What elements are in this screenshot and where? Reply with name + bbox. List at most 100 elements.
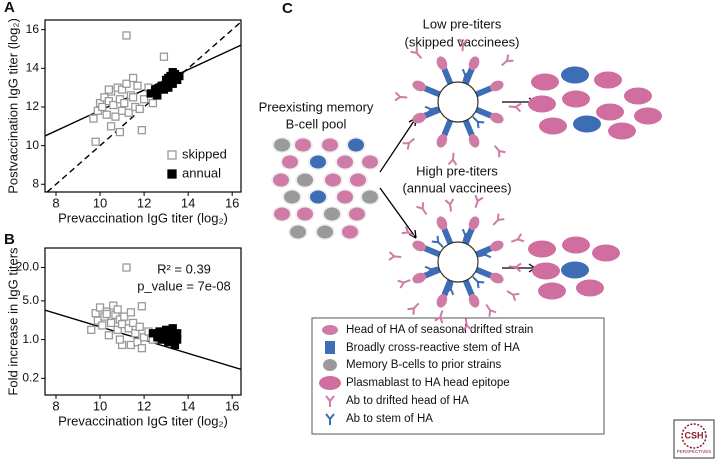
- memory-cell: [324, 207, 340, 221]
- ha-head: [468, 294, 480, 308]
- head-antibody: [447, 152, 458, 166]
- plasmablast: [594, 71, 622, 89]
- head-antibody: [458, 38, 469, 52]
- plasmablast: [562, 236, 590, 254]
- point: [153, 91, 162, 100]
- head-antibody: [401, 226, 415, 237]
- ha-head: [436, 294, 448, 308]
- ha-head: [468, 216, 480, 230]
- point: [131, 329, 140, 338]
- head-antibody: [402, 137, 415, 150]
- point: [122, 263, 131, 272]
- ha-stem: [473, 245, 493, 258]
- legend-label: annual: [182, 165, 221, 180]
- virion-core: [437, 81, 479, 123]
- y-tick-label: 1.0: [22, 332, 39, 346]
- y-axis-label: Postvaccination IgG titer (log₂): [5, 18, 20, 194]
- plasmablast: [596, 103, 624, 121]
- point: [128, 93, 138, 102]
- memory-cell: [349, 207, 365, 221]
- pool-label: Preexisting memory: [259, 99, 374, 114]
- legend-swatches: [319, 325, 341, 425]
- x-tick-label: 12: [137, 398, 151, 413]
- memory-cell: [284, 190, 300, 204]
- head-antibody: [508, 102, 522, 113]
- head-antibody: [388, 251, 402, 261]
- panel-label: C: [282, 0, 293, 17]
- plot-frame: [44, 247, 242, 396]
- point: [106, 318, 116, 328]
- memory-cell: [362, 190, 378, 204]
- high-label: High pre-titers: [416, 163, 498, 178]
- point: [124, 108, 133, 117]
- plasmablast: [538, 282, 566, 300]
- head-antibody: [410, 46, 423, 59]
- head-antibody: [394, 91, 408, 102]
- plasmablast: [573, 115, 601, 133]
- point: [128, 318, 138, 328]
- legend-label: Ab to stem of HA: [346, 413, 433, 425]
- ha-head: [412, 272, 426, 284]
- point: [91, 137, 100, 146]
- point: [117, 106, 127, 115]
- y-tick-label: 0.2: [22, 370, 39, 384]
- x-axis-label: Prevaccination IgG titer (log₂): [58, 413, 228, 428]
- head-antibody: [444, 198, 455, 212]
- point: [122, 31, 131, 40]
- point: [95, 303, 105, 312]
- point: [139, 333, 149, 342]
- y-tick-label: 20.0: [16, 260, 40, 274]
- point: [109, 100, 118, 110]
- pool-label: B-cell pool: [286, 116, 347, 131]
- x-tick-label: 12: [137, 195, 151, 210]
- point: [113, 325, 122, 334]
- plasmablast: [539, 117, 567, 135]
- x-tick-label: 8: [52, 398, 59, 413]
- virion-core: [437, 241, 479, 283]
- point: [120, 98, 129, 108]
- stem-antibody: [472, 276, 485, 289]
- memory-cell: [274, 207, 290, 221]
- y-tick-label: 14: [26, 60, 40, 74]
- stem-antibody: [478, 249, 492, 259]
- legend-label: skipped: [182, 146, 227, 161]
- ha-stem: [423, 106, 443, 119]
- point: [161, 333, 171, 342]
- memory-cell: [325, 173, 341, 187]
- point: [113, 305, 122, 314]
- plot-area: [45, 263, 241, 371]
- point: [135, 104, 144, 114]
- ha-stem: [473, 266, 493, 279]
- point: [133, 337, 142, 347]
- head-antibody: [474, 194, 484, 209]
- ha-stem: [462, 227, 475, 247]
- legend-label: Memory B-cells to prior strains: [346, 359, 502, 371]
- memory-cell: [317, 225, 333, 239]
- memory-cell: [342, 225, 358, 239]
- point: [106, 122, 116, 131]
- point: [111, 112, 120, 121]
- memory-cell: [297, 207, 313, 221]
- x-tick-label: 16: [225, 398, 239, 413]
- plasmablast: [528, 240, 556, 258]
- memory-cell: [310, 155, 326, 169]
- stem-antibody: [424, 265, 438, 275]
- plasmablast: [531, 73, 559, 91]
- head-antibody: [462, 318, 473, 332]
- point: [172, 329, 182, 338]
- point: [137, 302, 147, 311]
- point: [104, 331, 114, 340]
- point: [102, 110, 111, 119]
- point: [87, 325, 96, 334]
- head-antibody: [506, 290, 520, 302]
- head-antibody: [416, 202, 428, 216]
- plasmablast: [608, 122, 636, 140]
- point: [98, 102, 107, 112]
- plasmablast: [528, 95, 556, 113]
- legend-label: Broadly cross-reactive stem of HA: [346, 342, 520, 354]
- x-axis-label: Prevaccination IgG titer (log₂): [58, 210, 228, 225]
- low-label: Low pre-titers: [423, 16, 502, 31]
- head-antibody: [407, 302, 420, 315]
- panel-label: A: [4, 0, 15, 16]
